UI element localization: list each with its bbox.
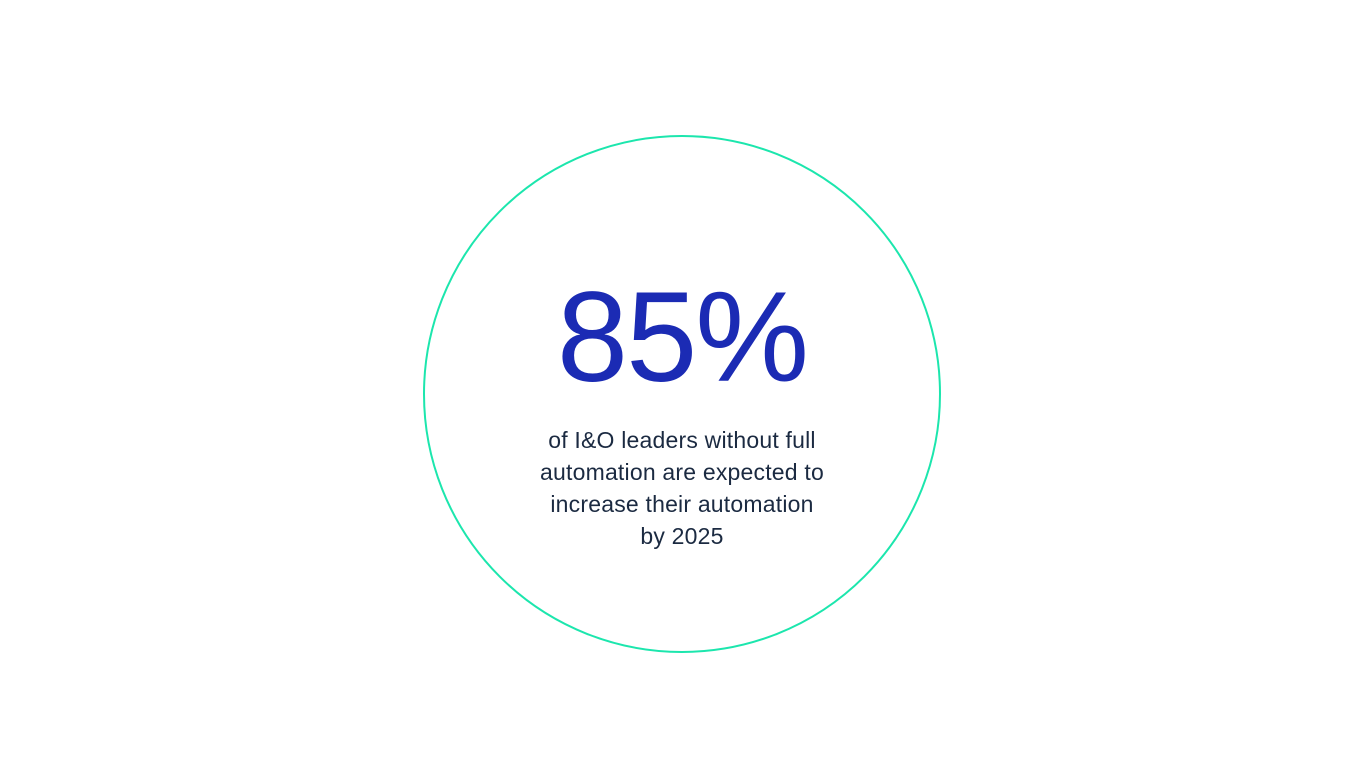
stat-description-line: automation are expected to <box>540 459 824 485</box>
stat-description-line: increase their automation <box>550 491 814 517</box>
stat-content: 85% of I&O leaders without full automati… <box>540 274 824 552</box>
stat-circle: 85% of I&O leaders without full automati… <box>423 135 941 653</box>
stat-description: of I&O leaders without full automation a… <box>540 424 824 552</box>
stat-description-line: of I&O leaders without full <box>548 427 816 453</box>
stat-description-line: by 2025 <box>640 523 724 549</box>
stat-value: 85% <box>556 266 809 409</box>
